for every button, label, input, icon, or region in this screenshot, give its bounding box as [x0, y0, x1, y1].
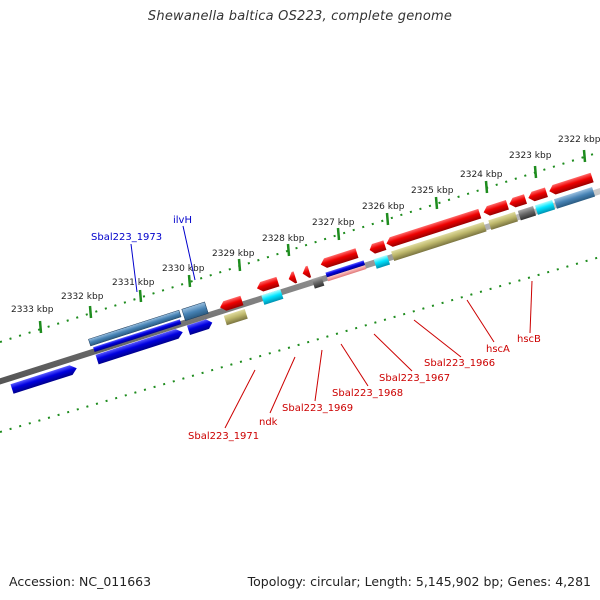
gene-arrow	[10, 365, 77, 394]
gene-arrow	[95, 329, 183, 365]
gene-block	[517, 205, 537, 221]
gene-block	[88, 309, 182, 347]
tick-label: 2330 kbp	[162, 264, 205, 274]
gene-arrow	[256, 276, 280, 292]
gene-label-sbal223-1966: Sbal223_1966	[424, 358, 495, 369]
gene-arrow	[549, 172, 594, 195]
gene-arrow	[302, 265, 312, 278]
gene-label-sbal223-1971: Sbal223_1971	[188, 431, 259, 442]
gene-block	[391, 221, 487, 262]
bottom-gene-labels[interactable]: hscB hscA Sbal223_1966 Sbal223_1967 Sbal…	[188, 334, 541, 442]
gene-arrow	[386, 208, 482, 247]
gene-block	[534, 199, 556, 215]
gene-arrow	[483, 199, 509, 216]
tick-label: 2332 kbp	[61, 292, 104, 302]
gene-arrow	[320, 248, 359, 268]
gene-label-ilvh[interactable]: ilvH	[173, 215, 192, 226]
forward-features[interactable]	[5, 301, 215, 394]
gene-label-sbal223-1969: Sbal223_1969	[282, 403, 353, 414]
gene-block	[326, 265, 367, 282]
gene-block	[311, 276, 325, 289]
gene-block	[488, 211, 518, 230]
reverse-features[interactable]	[215, 172, 600, 326]
gene-arrow	[369, 240, 387, 254]
gene-block	[181, 301, 209, 322]
tick-label: 2328 kbp	[262, 234, 305, 244]
gene-block	[223, 309, 248, 326]
map-title: Shewanella baltica OS223, complete genom…	[147, 9, 453, 24]
gene-label-sbal223-1967: Sbal223_1967	[379, 373, 450, 384]
tick-label: 2323 kbp	[509, 151, 552, 161]
gene-block	[261, 289, 284, 305]
gene-label-sbal223-1973[interactable]: Sbal223_1973	[91, 232, 162, 243]
gene-block	[373, 254, 391, 269]
genome-summary: Topology: circular; Length: 5,145,902 bp…	[247, 574, 591, 589]
gene-label-ndk: ndk	[259, 417, 278, 428]
gene-arrow	[509, 194, 528, 208]
accession-label: Accession: NC_011663	[9, 574, 152, 589]
gene-label-hscb: hscB	[517, 334, 541, 345]
kbp-labels: 2322 kbp 2323 kbp 2324 kbp 2325 kbp 2326…	[11, 135, 600, 315]
tick-label: 2324 kbp	[460, 170, 503, 180]
gene-block	[553, 187, 596, 209]
tick-label: 2326 kbp	[362, 202, 405, 212]
major-ticks	[38, 149, 587, 334]
tick-label: 2333 kbp	[11, 305, 54, 315]
gene-arrow	[186, 319, 213, 336]
bottom-callouts	[224, 280, 533, 429]
gene-label-hsca: hscA	[486, 344, 510, 355]
tick-label: 2329 kbp	[212, 249, 255, 259]
gene-arrow	[528, 187, 548, 202]
gene-arrow	[220, 295, 244, 311]
gene-block	[325, 260, 366, 278]
gene-arrow	[93, 319, 182, 352]
tick-label: 2327 kbp	[312, 218, 355, 228]
tick-label: 2331 kbp	[112, 278, 155, 288]
tick-label: 2325 kbp	[411, 186, 454, 196]
tick-label: 2322 kbp	[558, 135, 600, 145]
gene-arrow	[288, 271, 298, 284]
top-callouts	[130, 225, 196, 293]
gene-label-sbal223-1968: Sbal223_1968	[332, 388, 403, 399]
lower-tick-ruler	[0, 256, 600, 433]
